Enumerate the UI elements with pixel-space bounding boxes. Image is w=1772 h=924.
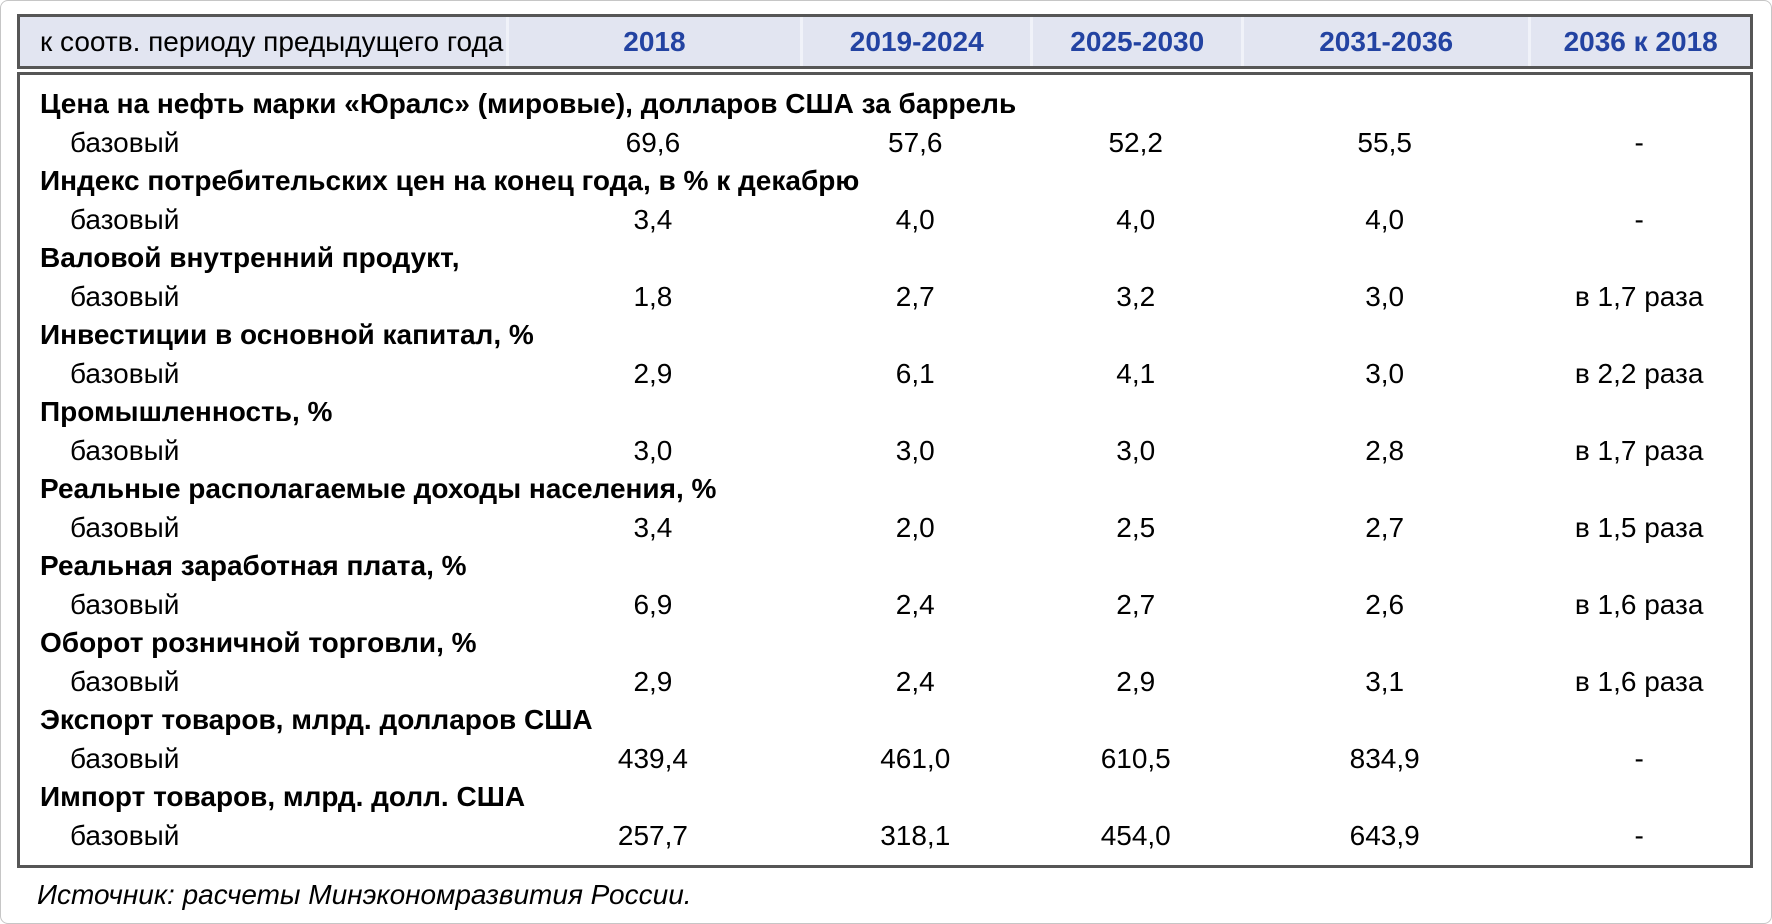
value-cell: 454,0 xyxy=(1100,819,1171,851)
table-header-row: к соотв. периоду предыдущего года 2018 2… xyxy=(17,14,1753,69)
scenario-label: базовый xyxy=(70,665,180,697)
indicator-category-row: Импорт товаров, млрд. долл. США xyxy=(40,781,526,813)
table-body: Цена на нефть марки «Юралс» (мировые), д… xyxy=(17,72,1753,868)
indicator-category-row: Промышленность, % xyxy=(40,396,333,428)
indicator-category-row: Оборот розничной торговли, % xyxy=(40,627,477,659)
value-cell: 4,1 xyxy=(1116,357,1156,389)
value-cell: 3,0 xyxy=(895,434,935,466)
value-cell: 2,7 xyxy=(1116,588,1156,620)
value-cell: 2,6 xyxy=(1365,588,1405,620)
scenario-values-row: базовый 6,9 2,4 2,7 2,6 в 1,6 раза xyxy=(20,586,1750,625)
scenario-label: базовый xyxy=(70,126,180,158)
indicator-category-row: Реальная заработная плата, % xyxy=(40,550,467,582)
value-cell: 834,9 xyxy=(1349,742,1420,774)
value-cell: 2,4 xyxy=(895,588,935,620)
value-cell: 6,1 xyxy=(895,357,935,389)
value-cell: - xyxy=(1634,819,1644,851)
value-cell: 4,0 xyxy=(895,203,935,235)
value-cell: 2,9 xyxy=(1116,665,1156,697)
value-cell: - xyxy=(1634,126,1644,158)
scenario-label: базовый xyxy=(70,819,180,851)
value-cell: 3,4 xyxy=(633,203,673,235)
scenario-values-row: базовый 3,0 3,0 3,0 2,8 в 1,7 раза xyxy=(20,432,1750,471)
value-cell: 55,5 xyxy=(1357,126,1412,158)
value-cell: в 1,7 раза xyxy=(1574,280,1704,312)
column-header-2019-2024: 2019-2024 xyxy=(800,17,1030,66)
table-header-label: к соотв. периоду предыдущего года xyxy=(40,25,504,57)
value-cell: 2,7 xyxy=(1365,511,1405,543)
scenario-values-row: базовый 1,8 2,7 3,2 3,0 в 1,7 раза xyxy=(20,278,1750,317)
indicator-category-row: Валовой внутренний продукт, xyxy=(40,242,460,274)
scenario-label: базовый xyxy=(70,588,180,620)
value-cell: 69,6 xyxy=(625,126,681,158)
scenario-values-row: базовый 439,4 461,0 610,5 834,9 - xyxy=(20,740,1750,779)
value-cell: 257,7 xyxy=(617,819,688,851)
scenario-values-row: базовый 2,9 6,1 4,1 3,0 в 2,2 раза xyxy=(20,355,1750,394)
value-cell: 2,4 xyxy=(895,665,935,697)
value-cell: 2,5 xyxy=(1116,511,1156,543)
scenario-values-row: базовый 69,6 57,6 52,2 55,5 - xyxy=(20,124,1750,163)
value-cell: 3,0 xyxy=(1365,280,1405,312)
value-cell: в 1,7 раза xyxy=(1574,434,1704,466)
value-cell: 3,2 xyxy=(1116,280,1156,312)
value-cell: 3,1 xyxy=(1365,665,1405,697)
scenario-values-row: базовый 2,9 2,4 2,9 3,1 в 1,6 раза xyxy=(20,663,1750,702)
value-cell: - xyxy=(1634,203,1644,235)
value-cell: 318,1 xyxy=(880,819,951,851)
scenario-label: базовый xyxy=(70,280,180,312)
forecast-table: к соотв. периоду предыдущего года 2018 2… xyxy=(17,14,1753,868)
column-header-2031-2036: 2031-2036 xyxy=(1241,17,1528,66)
value-cell: 4,0 xyxy=(1365,203,1405,235)
value-cell: 57,6 xyxy=(888,126,943,158)
value-cell: в 2,2 раза xyxy=(1574,357,1704,389)
value-cell: - xyxy=(1634,742,1644,774)
indicator-category-row: Реальные располагаемые доходы населения,… xyxy=(40,473,717,505)
value-cell: 3,0 xyxy=(633,434,673,466)
scenario-values-row: базовый 257,7 318,1 454,0 643,9 - xyxy=(20,817,1750,856)
value-cell: 2,0 xyxy=(895,511,935,543)
value-cell: 6,9 xyxy=(633,588,673,620)
value-cell: 643,9 xyxy=(1349,819,1420,851)
indicator-category-row: Экспорт товаров, млрд. долларов США xyxy=(40,704,593,736)
value-cell: 610,5 xyxy=(1100,742,1171,774)
scenario-label: базовый xyxy=(70,434,180,466)
value-cell: 439,4 xyxy=(617,742,688,774)
value-cell: 2,9 xyxy=(633,357,673,389)
value-cell: в 1,5 раза xyxy=(1574,511,1704,543)
value-cell: 52,2 xyxy=(1108,126,1163,158)
scenario-label: базовый xyxy=(70,203,180,235)
value-cell: 2,7 xyxy=(895,280,935,312)
value-cell: 2,8 xyxy=(1365,434,1405,466)
scenario-label: базовый xyxy=(70,742,180,774)
value-cell: в 1,6 раза xyxy=(1574,665,1704,697)
source-note: Источник: расчеты Минэкономразвития Росс… xyxy=(37,879,692,910)
scenario-values-row: базовый 3,4 2,0 2,5 2,7 в 1,5 раза xyxy=(20,509,1750,548)
scenario-label: базовый xyxy=(70,357,180,389)
scenario-label: базовый xyxy=(70,511,180,543)
indicator-category-row: Цена на нефть марки «Юралс» (мировые), д… xyxy=(40,88,1017,120)
scenario-values-row: базовый 3,4 4,0 4,0 4,0 - xyxy=(20,201,1750,240)
value-cell: в 1,6 раза xyxy=(1574,588,1704,620)
value-cell: 4,0 xyxy=(1116,203,1156,235)
value-cell: 3,4 xyxy=(633,511,673,543)
column-header-2018: 2018 xyxy=(505,17,800,66)
indicator-category-row: Индекс потребительских цен на конец года… xyxy=(40,165,860,197)
value-cell: 2,9 xyxy=(633,665,673,697)
value-cell: 3,0 xyxy=(1365,357,1405,389)
column-header-2036-to-2018: 2036 к 2018 xyxy=(1528,17,1750,66)
value-cell: 1,8 xyxy=(633,280,673,312)
value-cell: 3,0 xyxy=(1116,434,1156,466)
value-cell: 461,0 xyxy=(880,742,951,774)
indicator-category-row: Инвестиции в основной капитал, % xyxy=(40,319,534,351)
column-header-2025-2030: 2025-2030 xyxy=(1030,17,1241,66)
